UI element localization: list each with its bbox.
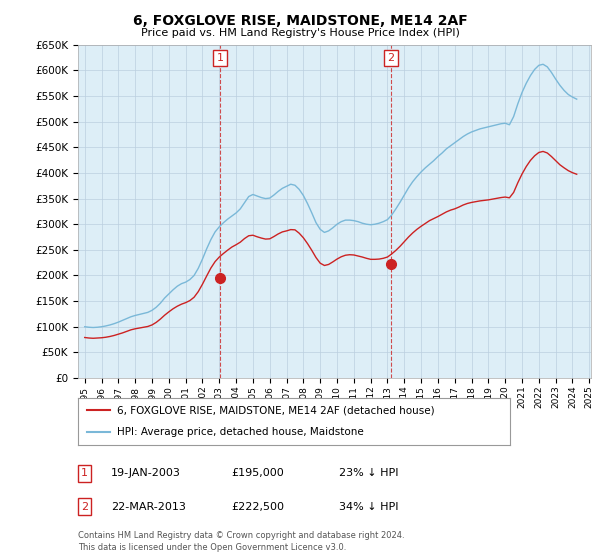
Text: 6, FOXGLOVE RISE, MAIDSTONE, ME14 2AF (detached house): 6, FOXGLOVE RISE, MAIDSTONE, ME14 2AF (d… <box>117 405 434 416</box>
Text: HPI: Average price, detached house, Maidstone: HPI: Average price, detached house, Maid… <box>117 427 364 437</box>
Text: 6, FOXGLOVE RISE, MAIDSTONE, ME14 2AF: 6, FOXGLOVE RISE, MAIDSTONE, ME14 2AF <box>133 14 467 28</box>
Text: 2: 2 <box>81 502 88 512</box>
Text: 1: 1 <box>217 53 224 63</box>
Text: 19-JAN-2003: 19-JAN-2003 <box>111 468 181 478</box>
Text: Contains HM Land Registry data © Crown copyright and database right 2024.: Contains HM Land Registry data © Crown c… <box>78 531 404 540</box>
Text: 23% ↓ HPI: 23% ↓ HPI <box>339 468 398 478</box>
Text: This data is licensed under the Open Government Licence v3.0.: This data is licensed under the Open Gov… <box>78 543 346 552</box>
Text: £195,000: £195,000 <box>231 468 284 478</box>
Text: 2: 2 <box>388 53 395 63</box>
Text: 34% ↓ HPI: 34% ↓ HPI <box>339 502 398 512</box>
Text: 22-MAR-2013: 22-MAR-2013 <box>111 502 186 512</box>
Text: £222,500: £222,500 <box>231 502 284 512</box>
Text: 1: 1 <box>81 468 88 478</box>
Text: Price paid vs. HM Land Registry's House Price Index (HPI): Price paid vs. HM Land Registry's House … <box>140 28 460 38</box>
